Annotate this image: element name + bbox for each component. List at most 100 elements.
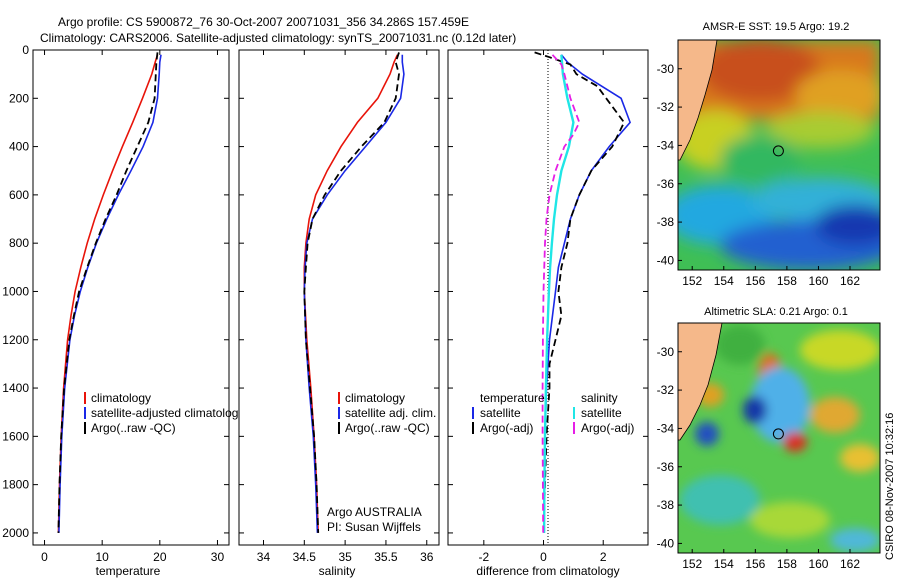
legend-argo: Argo(..raw -QC) [91, 421, 176, 435]
map-y-tick-label: -36 [657, 460, 675, 474]
sst-hot-core [700, 40, 820, 102]
x-tick-label: 34.5 [293, 550, 317, 564]
legend-sal-argo: Argo(-adj) [581, 421, 634, 435]
temperature-series [57, 52, 162, 533]
difference-panel: -2 0 2 difference from climatology tempera… [447, 49, 649, 578]
legend-climatology: climatology [345, 391, 405, 405]
difference-series [534, 51, 632, 533]
y-tick-label: 1600 [2, 429, 29, 443]
sla-red-high [783, 432, 807, 452]
map-x-tick-label: 152 [682, 557, 702, 571]
difference-depth-ticks [448, 49, 648, 534]
map-y-tick-label: -40 [657, 253, 675, 267]
sla-yellow-east [840, 444, 880, 472]
difference-legend: temperature satellite Argo(-adj) salinit… [472, 391, 634, 435]
legend-salinity-heading: salinity [581, 391, 618, 405]
map-x-tick-label: 158 [777, 557, 797, 571]
sst-darkblue [815, 205, 880, 245]
salinity-series [303, 52, 405, 533]
sla-map-frame [677, 322, 881, 554]
difference-xlabel: difference from climatology [476, 564, 619, 578]
map-y-tick-label: -30 [657, 345, 675, 359]
sla-high-east [810, 397, 860, 433]
legend-temperature-heading: temperature [480, 391, 545, 405]
sst-yellowgreen [765, 112, 875, 148]
map-y-tick-label: -34 [657, 138, 675, 152]
salinity-x-axis: 34 34.5 35 35.5 36 [257, 50, 434, 564]
temperature-axes-frame [32, 49, 230, 546]
map-x-tick-label: 162 [840, 557, 860, 571]
x-tick-label: 0 [540, 550, 547, 564]
sst-field [678, 40, 880, 270]
pi-annotation: PI: Susan Wijffels [327, 520, 421, 534]
salinity-xlabel: salinity [319, 564, 356, 578]
sst-green [720, 135, 800, 185]
legend-satellite-adj: satellite adj. clim. [345, 406, 436, 420]
x-tick-label: -2 [478, 550, 489, 564]
map-x-tick-label: 160 [808, 557, 828, 571]
difference-x-axis: -2 0 2 [478, 50, 607, 564]
y-tick-label: 800 [9, 236, 29, 250]
salinity-panel: 34 34.5 35 35.5 36 salinity climatology sate… [238, 49, 440, 578]
x-tick-label: 35 [338, 550, 352, 564]
x-tick-label: 34 [257, 550, 271, 564]
argo-float-marker [772, 428, 784, 440]
series-salinity-argo-adj- [541, 54, 581, 533]
map-x-tick-label: 154 [714, 557, 734, 571]
temperature-legend: climatology satellite-adjusted climatolo… [84, 391, 244, 435]
legend-sal-satellite: satellite [581, 406, 622, 420]
sst-map-frame [677, 39, 881, 271]
sla-yellowgreen-south [750, 502, 830, 538]
sst-map-title: AMSR-E SST: 19.5 Argo: 19.2 [703, 21, 850, 33]
sla-field [678, 323, 880, 553]
temperature-x-axis: 0 10 20 30 [41, 50, 224, 564]
salinity-legend: climatology satellite adj. clim. Argo(..… [338, 391, 436, 435]
sla-map-title: Altimetric SLA: 0.21 Argo: 0.1 [704, 306, 848, 318]
legend-climatology: climatology [91, 391, 151, 405]
x-tick-label: 20 [153, 550, 167, 564]
figure-title-line1: Argo profile: CS 5900872_76 30-Oct-2007 … [58, 15, 469, 29]
x-tick-label: 35.5 [374, 550, 398, 564]
map-y-tick-label: -40 [657, 536, 675, 550]
series-argo-raw-qc- [303, 52, 400, 533]
sla-cyclone-core [750, 367, 810, 443]
argo-australia-annotation: Argo AUSTRALIA [327, 505, 422, 519]
series-climatology [57, 54, 159, 533]
map-x-tick-label: 152 [682, 274, 702, 288]
argo-float-marker [772, 145, 784, 157]
map-y-tick-label: -38 [657, 215, 675, 229]
y-tick-label: 600 [9, 188, 29, 202]
sla-yellow-ne [800, 330, 880, 370]
sla-cyan-sw [680, 475, 760, 525]
sla-green-nw [715, 325, 765, 365]
temperature-xlabel: temperature [96, 564, 161, 578]
x-tick-label: 30 [211, 550, 225, 564]
depth-axis: 0 200 400 600 800 1000 1200 1400 1600 1800 2000 [2, 43, 229, 540]
temperature-panel: 0 200 400 600 800 1000 1200 1400 1600 1800 2000 0 1… [2, 43, 244, 578]
map-y-tick-label: -32 [657, 383, 675, 397]
map-y-tick-label: -36 [657, 177, 675, 191]
legend-temp-satellite: satellite [480, 406, 521, 420]
sla-low-west [695, 422, 719, 446]
y-tick-label: 0 [22, 43, 29, 57]
sst-map-panel: AMSR-E SST: 19.5 Argo: 19.2 152 154 156 158… [657, 21, 881, 288]
sla-australia-land [678, 323, 723, 441]
map-x-tick-label: 154 [714, 274, 734, 288]
sla-cyan-se [830, 528, 880, 552]
csiro-credit: CSIRO 08-Nov-2007 10:32:16 [884, 413, 896, 560]
sst-australia-land [678, 40, 718, 161]
map-y-tick-label: -32 [657, 100, 675, 114]
sla-map-panel: Altimetric SLA: 0.21 Argo: 0.1 [657, 306, 881, 571]
map-y-tick-label: -38 [657, 498, 675, 512]
legend-temp-argo: Argo(-adj) [480, 421, 533, 435]
y-tick-label: 1200 [2, 333, 29, 347]
y-tick-label: 1800 [2, 478, 29, 492]
x-tick-label: 36 [420, 550, 434, 564]
map-x-tick-label: 156 [745, 557, 765, 571]
x-tick-label: 2 [600, 550, 607, 564]
y-tick-label: 1400 [2, 381, 29, 395]
y-tick-label: 1000 [2, 284, 29, 298]
map-x-tick-label: 158 [777, 274, 797, 288]
sst-map-axes: 152 154 156 158 160 162 -30 -32 -34 -36 -38 -40 [657, 62, 861, 288]
